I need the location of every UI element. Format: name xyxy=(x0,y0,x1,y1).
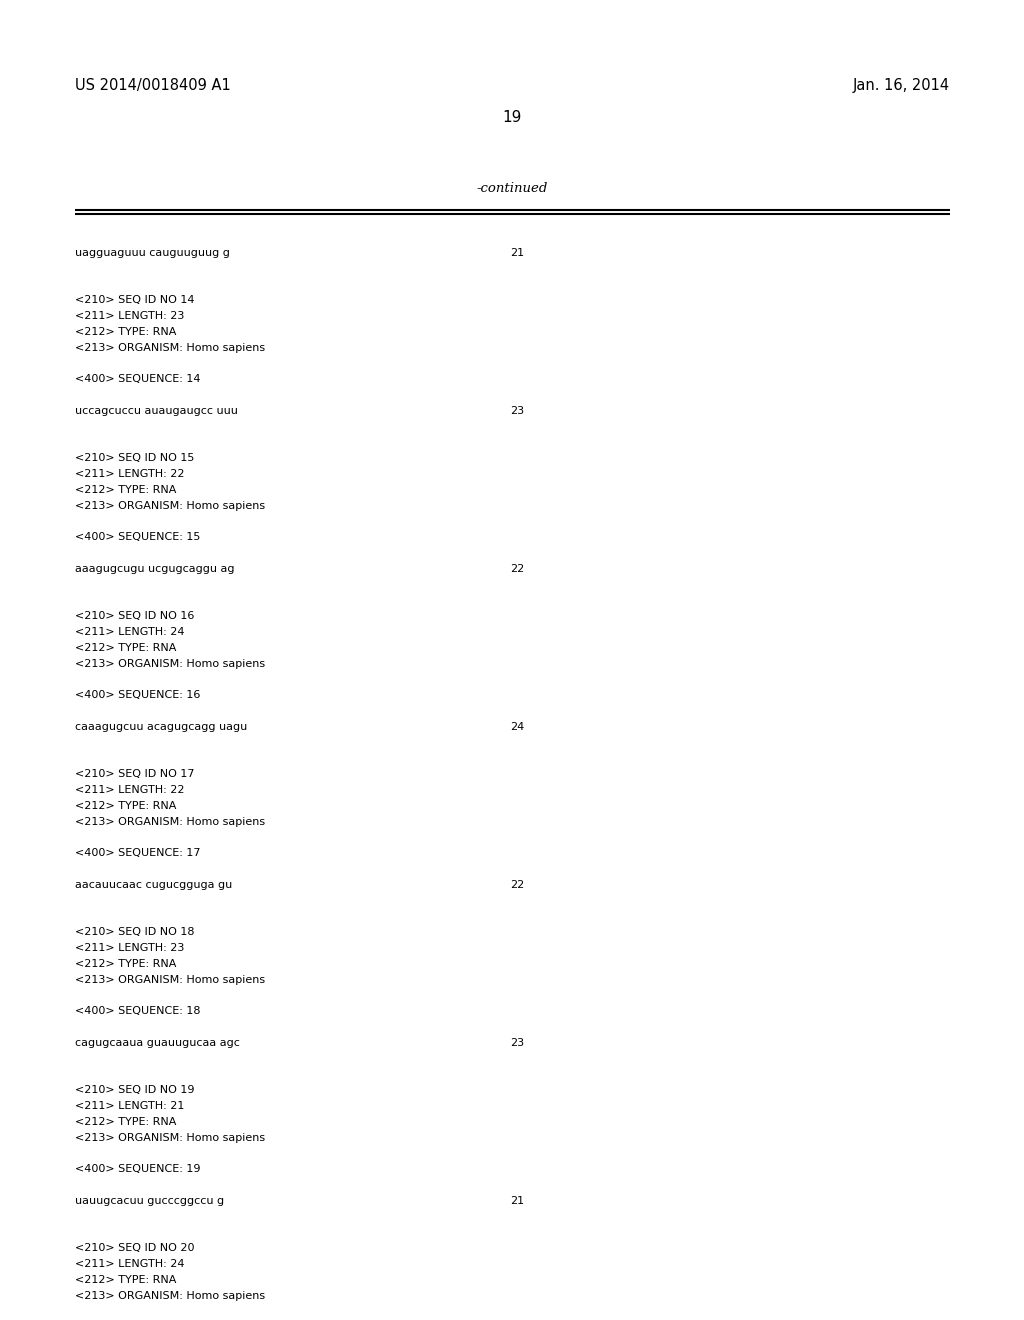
Text: uauugcacuu gucccggccu g: uauugcacuu gucccggccu g xyxy=(75,1196,224,1206)
Text: <400> SEQUENCE: 18: <400> SEQUENCE: 18 xyxy=(75,1006,201,1016)
Text: <211> LENGTH: 21: <211> LENGTH: 21 xyxy=(75,1101,184,1111)
Text: <211> LENGTH: 24: <211> LENGTH: 24 xyxy=(75,627,184,638)
Text: <211> LENGTH: 23: <211> LENGTH: 23 xyxy=(75,944,184,953)
Text: <212> TYPE: RNA: <212> TYPE: RNA xyxy=(75,1275,176,1284)
Text: <211> LENGTH: 22: <211> LENGTH: 22 xyxy=(75,785,184,795)
Text: US 2014/0018409 A1: US 2014/0018409 A1 xyxy=(75,78,230,92)
Text: uccagcuccu auaugaugcc uuu: uccagcuccu auaugaugcc uuu xyxy=(75,407,238,416)
Text: <400> SEQUENCE: 19: <400> SEQUENCE: 19 xyxy=(75,1164,201,1175)
Text: <400> SEQUENCE: 15: <400> SEQUENCE: 15 xyxy=(75,532,201,543)
Text: <210> SEQ ID NO 14: <210> SEQ ID NO 14 xyxy=(75,296,195,305)
Text: <210> SEQ ID NO 18: <210> SEQ ID NO 18 xyxy=(75,928,195,937)
Text: 21: 21 xyxy=(510,248,524,257)
Text: <213> ORGANISM: Homo sapiens: <213> ORGANISM: Homo sapiens xyxy=(75,1133,265,1143)
Text: 22: 22 xyxy=(510,880,524,890)
Text: cagugcaaua guauugucaa agc: cagugcaaua guauugucaa agc xyxy=(75,1038,240,1048)
Text: aaagugcugu ucgugcaggu ag: aaagugcugu ucgugcaggu ag xyxy=(75,564,234,574)
Text: <211> LENGTH: 23: <211> LENGTH: 23 xyxy=(75,312,184,321)
Text: <213> ORGANISM: Homo sapiens: <213> ORGANISM: Homo sapiens xyxy=(75,500,265,511)
Text: <212> TYPE: RNA: <212> TYPE: RNA xyxy=(75,1117,176,1127)
Text: aacauucaac cugucgguga gu: aacauucaac cugucgguga gu xyxy=(75,880,232,890)
Text: <211> LENGTH: 24: <211> LENGTH: 24 xyxy=(75,1259,184,1270)
Text: 21: 21 xyxy=(510,1196,524,1206)
Text: <210> SEQ ID NO 19: <210> SEQ ID NO 19 xyxy=(75,1085,195,1096)
Text: <212> TYPE: RNA: <212> TYPE: RNA xyxy=(75,484,176,495)
Text: <210> SEQ ID NO 15: <210> SEQ ID NO 15 xyxy=(75,453,195,463)
Text: -continued: -continued xyxy=(476,182,548,195)
Text: <212> TYPE: RNA: <212> TYPE: RNA xyxy=(75,960,176,969)
Text: <213> ORGANISM: Homo sapiens: <213> ORGANISM: Homo sapiens xyxy=(75,1291,265,1300)
Text: <212> TYPE: RNA: <212> TYPE: RNA xyxy=(75,801,176,810)
Text: <213> ORGANISM: Homo sapiens: <213> ORGANISM: Homo sapiens xyxy=(75,659,265,669)
Text: 22: 22 xyxy=(510,564,524,574)
Text: <212> TYPE: RNA: <212> TYPE: RNA xyxy=(75,327,176,337)
Text: 23: 23 xyxy=(510,1038,524,1048)
Text: <211> LENGTH: 22: <211> LENGTH: 22 xyxy=(75,469,184,479)
Text: Jan. 16, 2014: Jan. 16, 2014 xyxy=(853,78,950,92)
Text: 23: 23 xyxy=(510,407,524,416)
Text: <213> ORGANISM: Homo sapiens: <213> ORGANISM: Homo sapiens xyxy=(75,974,265,985)
Text: <210> SEQ ID NO 20: <210> SEQ ID NO 20 xyxy=(75,1243,195,1254)
Text: <212> TYPE: RNA: <212> TYPE: RNA xyxy=(75,643,176,653)
Text: caaagugcuu acagugcagg uagu: caaagugcuu acagugcagg uagu xyxy=(75,722,247,733)
Text: <210> SEQ ID NO 16: <210> SEQ ID NO 16 xyxy=(75,611,195,622)
Text: <400> SEQUENCE: 17: <400> SEQUENCE: 17 xyxy=(75,849,201,858)
Text: 19: 19 xyxy=(503,110,521,125)
Text: <210> SEQ ID NO 17: <210> SEQ ID NO 17 xyxy=(75,770,195,779)
Text: <213> ORGANISM: Homo sapiens: <213> ORGANISM: Homo sapiens xyxy=(75,817,265,826)
Text: <213> ORGANISM: Homo sapiens: <213> ORGANISM: Homo sapiens xyxy=(75,343,265,352)
Text: <400> SEQUENCE: 14: <400> SEQUENCE: 14 xyxy=(75,375,201,384)
Text: uagguaguuu cauguuguug g: uagguaguuu cauguuguug g xyxy=(75,248,229,257)
Text: <400> SEQUENCE: 16: <400> SEQUENCE: 16 xyxy=(75,690,201,701)
Text: 24: 24 xyxy=(510,722,524,733)
